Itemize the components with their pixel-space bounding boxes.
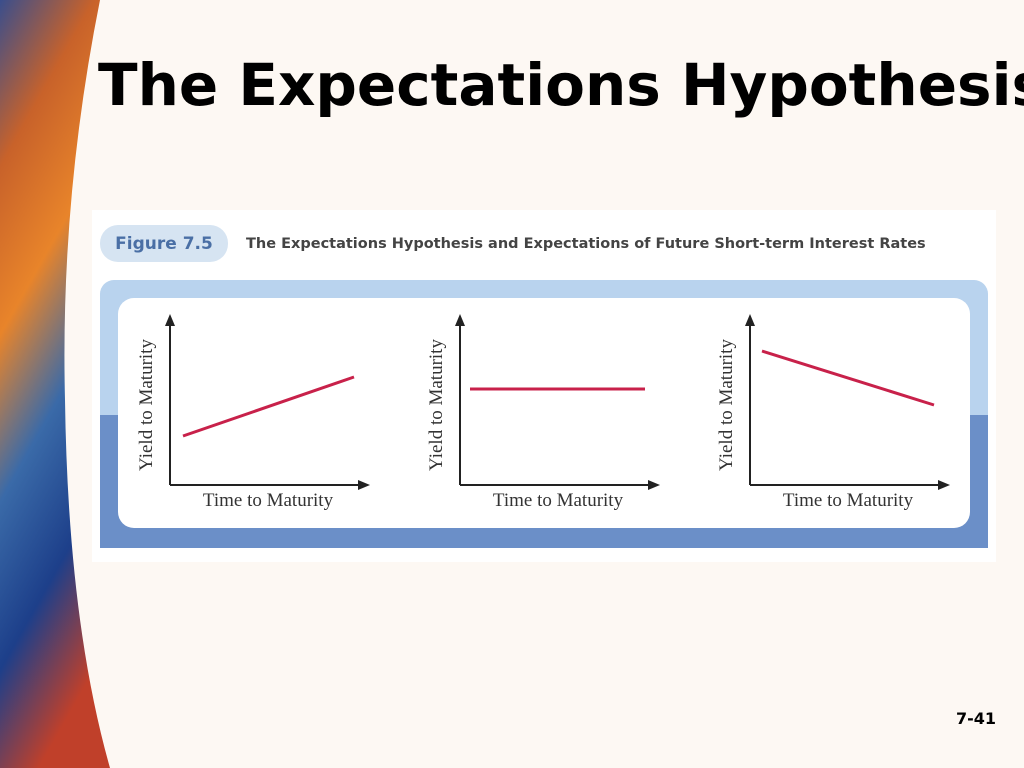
arrow <box>358 480 370 490</box>
title: The Expectations Hypothesis <box>98 51 1024 119</box>
y-axis-label: Yield to Maturity <box>716 339 737 471</box>
panels: Yield to Maturity Time to Maturity Yield t… <box>136 314 950 511</box>
arrow <box>745 314 755 326</box>
x-axis-label: Time to Maturity <box>783 490 914 511</box>
y-axis-label: Yield to Maturity <box>426 339 447 471</box>
y-axis-label: Yield to Maturity <box>136 339 157 471</box>
arrow <box>648 480 660 490</box>
arrow <box>455 314 465 326</box>
figure-label-box <box>100 225 228 262</box>
figure-caption: The Expectations Hypothesis and Expectat… <box>246 236 926 252</box>
arrow <box>938 480 950 490</box>
yield-curve <box>182 375 355 438</box>
x-axis-label: Time to Maturity <box>203 490 334 511</box>
page-number: 7-41 <box>956 709 996 728</box>
yield-curve <box>761 349 935 407</box>
arrow <box>165 314 175 326</box>
x-axis-label: Time to Maturity <box>493 490 624 511</box>
panel-area <box>118 298 970 528</box>
figure-label: Figure 7.5 <box>115 234 213 254</box>
